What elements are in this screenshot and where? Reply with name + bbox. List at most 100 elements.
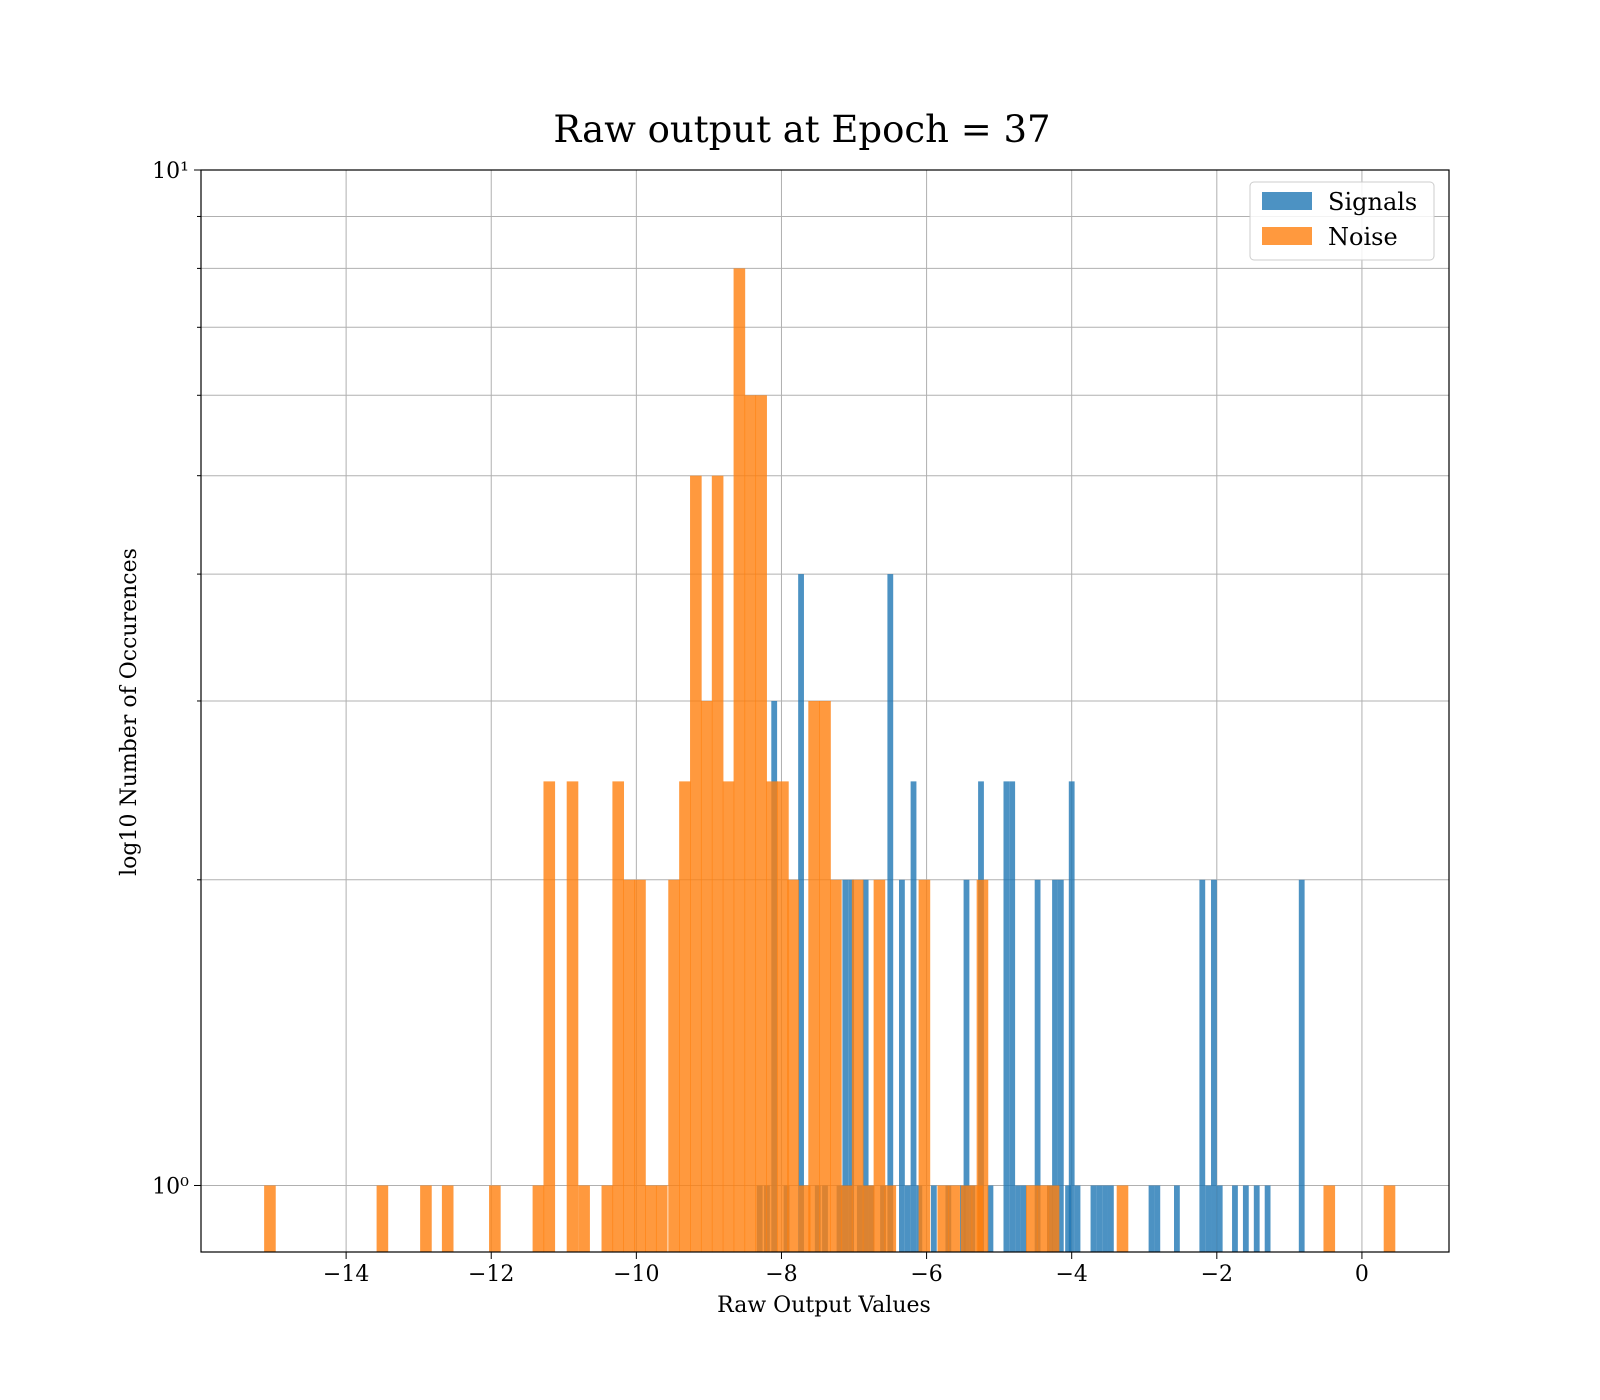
bar-signals <box>798 574 804 1252</box>
bar-noise <box>777 781 789 1252</box>
legend-swatch-signals <box>1262 192 1312 210</box>
bar-noise <box>862 1185 875 1252</box>
bar-signals <box>1068 781 1075 1252</box>
bar-signals <box>1298 879 1305 1252</box>
bar-signals <box>1154 1185 1161 1252</box>
series-noise <box>264 268 1396 1253</box>
bar-signals <box>1199 879 1206 1252</box>
bar-signals <box>848 879 855 1252</box>
bar-noise <box>668 879 680 1252</box>
bar-signals <box>1020 1185 1027 1252</box>
plot-frame <box>200 169 1450 1253</box>
bar-noise <box>808 700 820 1252</box>
bar-signals <box>1096 1185 1103 1252</box>
bars-layer <box>264 268 1396 1253</box>
x-tick-label: −2 <box>1201 1262 1233 1287</box>
bar-noise <box>532 1185 545 1252</box>
bar-signals <box>862 879 869 1252</box>
bar-signals <box>842 879 849 1252</box>
bar-signals <box>1090 1185 1097 1252</box>
bar-noise <box>655 1185 668 1252</box>
bar-noise <box>634 879 646 1252</box>
bar-noise <box>489 1185 501 1252</box>
bar-noise <box>700 700 713 1252</box>
bar-noise <box>679 781 691 1252</box>
bar-noise <box>733 268 746 1252</box>
bar-signals <box>930 1185 937 1252</box>
bar-signals <box>963 879 970 1252</box>
bar-noise <box>690 475 702 1253</box>
bar-signals <box>1264 1185 1271 1252</box>
legend-swatch-noise <box>1262 227 1312 245</box>
bar-noise <box>873 879 886 1252</box>
bar-noise <box>612 781 625 1252</box>
x-tick-label: −12 <box>468 1262 514 1287</box>
bar-signals <box>1242 1185 1249 1252</box>
bar-signals <box>899 879 905 1252</box>
bar-noise <box>948 1185 960 1252</box>
bar-noise <box>937 1185 950 1252</box>
bar-noise <box>1036 1185 1049 1252</box>
x-tick-label: −10 <box>613 1262 659 1287</box>
bar-signals <box>1174 1185 1180 1252</box>
bar-signals <box>1009 781 1016 1252</box>
y-tick-label: 10⁰ <box>152 1174 189 1199</box>
bar-noise <box>566 781 579 1252</box>
bar-noise <box>798 1185 811 1252</box>
bar-noise <box>1383 1185 1396 1252</box>
x-tick-label: −4 <box>1055 1262 1087 1287</box>
bar-noise <box>755 395 767 1252</box>
bar-noise <box>711 475 724 1253</box>
bar-noise <box>1323 1185 1336 1252</box>
bar-noise <box>960 1185 973 1252</box>
bar-signals <box>1074 1185 1081 1252</box>
bar-signals <box>1107 1185 1114 1252</box>
bar-signals <box>1216 1185 1223 1252</box>
x-tick-label: −8 <box>765 1262 797 1287</box>
bar-signals <box>1057 879 1064 1252</box>
bar-signals <box>1148 1185 1155 1252</box>
bar-signals <box>1065 1185 1071 1252</box>
bar-signals <box>910 781 917 1252</box>
bar-noise <box>722 781 735 1252</box>
legend: Signals Noise <box>1249 181 1435 261</box>
bar-signals <box>1015 1185 1021 1252</box>
bar-signals <box>1034 879 1041 1252</box>
x-axis-label: Raw Output Values <box>717 1293 931 1318</box>
bar-signals <box>887 574 894 1252</box>
bar-signals <box>987 1185 994 1252</box>
bar-signals <box>1052 879 1058 1252</box>
bar-noise <box>819 700 831 1252</box>
chart-title: Raw output at Epoch = 37 <box>553 108 1050 151</box>
bar-noise <box>264 1185 276 1252</box>
bar-signals <box>904 1185 911 1252</box>
bar-noise <box>766 781 778 1252</box>
bar-noise <box>884 1185 897 1252</box>
bar-noise <box>1116 1185 1129 1252</box>
bar-signals <box>1211 879 1217 1252</box>
ticks-layer: −14 −12 −10 −8 −6 −4 −2 0 10⁰ 10¹ <box>152 159 1369 1287</box>
bar-noise <box>601 1185 614 1252</box>
bar-noise <box>918 879 931 1252</box>
bar-noise <box>1047 1185 1060 1252</box>
bar-noise <box>976 879 989 1252</box>
bar-signals <box>1232 1185 1238 1252</box>
bar-signals <box>1205 1185 1212 1252</box>
bar-noise <box>744 395 757 1252</box>
bar-noise <box>623 879 635 1252</box>
bar-signals <box>1102 1185 1108 1252</box>
x-tick-label: 0 <box>1355 1262 1369 1287</box>
bar-noise <box>578 1185 590 1252</box>
bar-noise <box>420 1185 432 1252</box>
bar-noise <box>830 879 842 1252</box>
bar-noise <box>1025 1185 1038 1252</box>
bar-noise <box>441 1185 454 1252</box>
y-axis-label: log10 Number of Occurences <box>117 548 142 876</box>
bar-noise <box>840 1185 853 1252</box>
legend-label-noise: Noise <box>1328 223 1398 251</box>
bar-signals <box>1003 781 1010 1252</box>
bar-noise <box>851 879 864 1252</box>
legend-label-signals: Signals <box>1328 188 1417 216</box>
